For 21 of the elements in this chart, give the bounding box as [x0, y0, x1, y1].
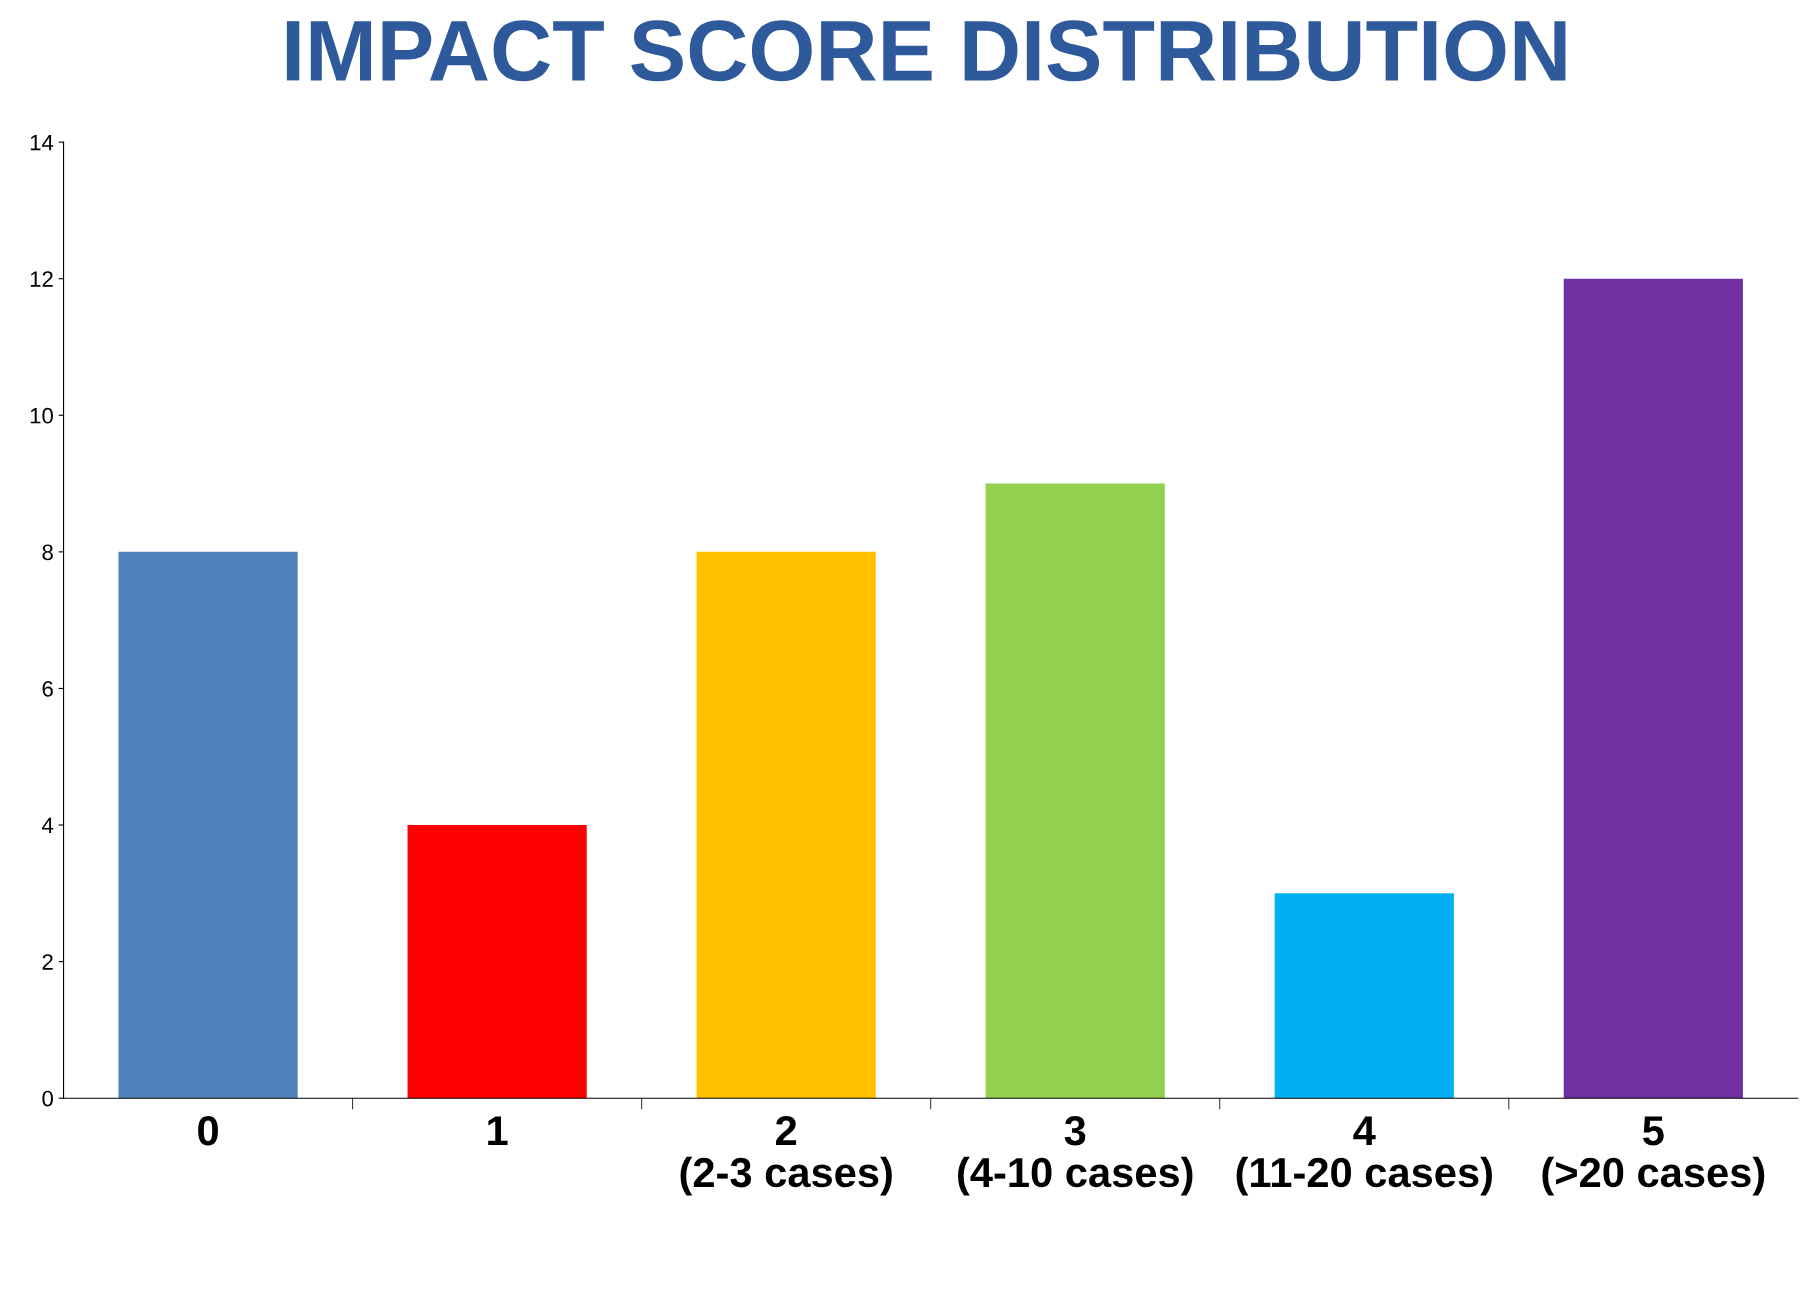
x-tick-label: 5 (>20 cases)	[1542, 1116, 1765, 1196]
bar	[407, 825, 587, 1099]
x-tick-label: 0	[198, 1115, 218, 1146]
x-tick-label: 3 (4-10 cases)	[958, 1115, 1193, 1196]
y-tick-label: 2	[42, 954, 53, 970]
y-tick-label: 0	[42, 1090, 53, 1107]
bar	[1563, 278, 1743, 1099]
y-tick-label: 10	[30, 407, 53, 424]
y-tick-label: 4	[41, 817, 54, 834]
x-tick-label: 2 (2-3 cases)	[680, 1115, 892, 1196]
x-tick-label: 1	[488, 1116, 508, 1146]
bar	[696, 551, 876, 1099]
y-tick-label: 14	[30, 134, 54, 151]
bar	[985, 483, 1165, 1099]
bar	[118, 551, 298, 1099]
y-tick-label: 6	[42, 680, 53, 697]
chart-title: IMPACT SCORE DISTRIBUTION	[286, 20, 1566, 82]
y-tick-label: 8	[42, 544, 53, 561]
y-tick-label: 12	[30, 271, 53, 287]
bar	[1274, 893, 1454, 1099]
x-tick-label: 4 (11-20 cases)	[1236, 1116, 1492, 1196]
